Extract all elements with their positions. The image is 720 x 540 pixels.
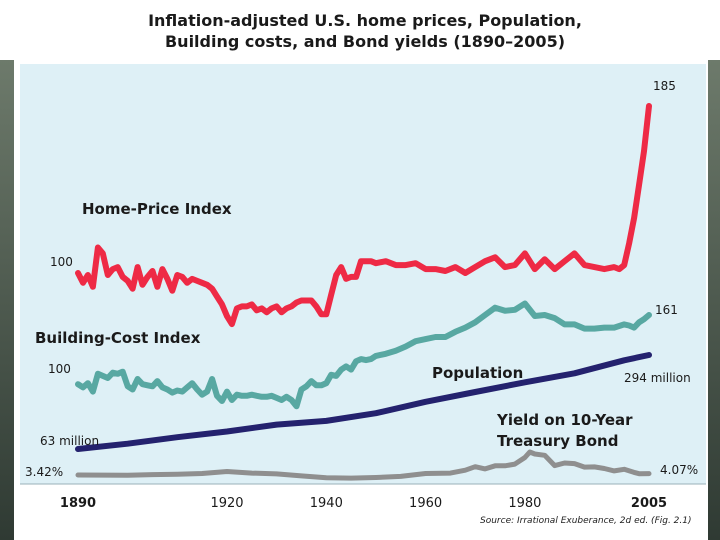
chart-title-line-2: Building costs, and Bond yields (1890–20… [164,32,566,51]
population-start-label: 63 million [40,434,99,448]
chart-title-line-1: Inflation-adjusted U.S. home prices, Pop… [148,11,582,30]
x-tick-label-2005: 2005 [631,496,667,511]
building-cost-end-label: 161 [655,303,678,317]
x-tick-label-1960: 1960 [409,496,442,511]
home-price-start-label: 100 [50,255,73,269]
home-price-end-label: 185 [653,79,676,93]
series-line-bond-yield [75,449,652,481]
population-end-label: 294 million [624,371,691,385]
x-tick-label-1940: 1940 [310,496,343,511]
bond-yield-start-label: 3.42% [25,465,63,479]
x-tick-label-1920: 1920 [210,496,243,511]
left-border-band [0,60,14,540]
series-line-home-price [75,103,652,328]
x-axis-ticks: 1890 1920 1940 1960 1980 2005 [60,496,667,511]
right-border-band [708,60,720,540]
series-name-building-cost: Building-Cost Index [35,329,201,347]
series-line-population [75,352,652,452]
series-name-home-price: Home-Price Index [82,200,232,218]
series-name-bond-yield-line-2: Treasury Bond [497,432,618,450]
chart-title: Inflation-adjusted U.S. home prices, Pop… [40,10,690,52]
series-name-bond-yield-line-1: Yield on 10-Year [496,411,633,429]
x-tick-label-1890: 1890 [60,496,96,511]
source-note: Source: Irrational Exuberance, 2d ed. (F… [480,516,692,526]
series-lines [75,103,652,481]
series-name-population: Population [432,364,523,382]
x-tick-label-1980: 1980 [508,496,541,511]
bond-yield-end-label: 4.07% [660,463,698,477]
building-cost-start-label: 100 [48,362,71,376]
series-line-building-cost [75,300,652,410]
